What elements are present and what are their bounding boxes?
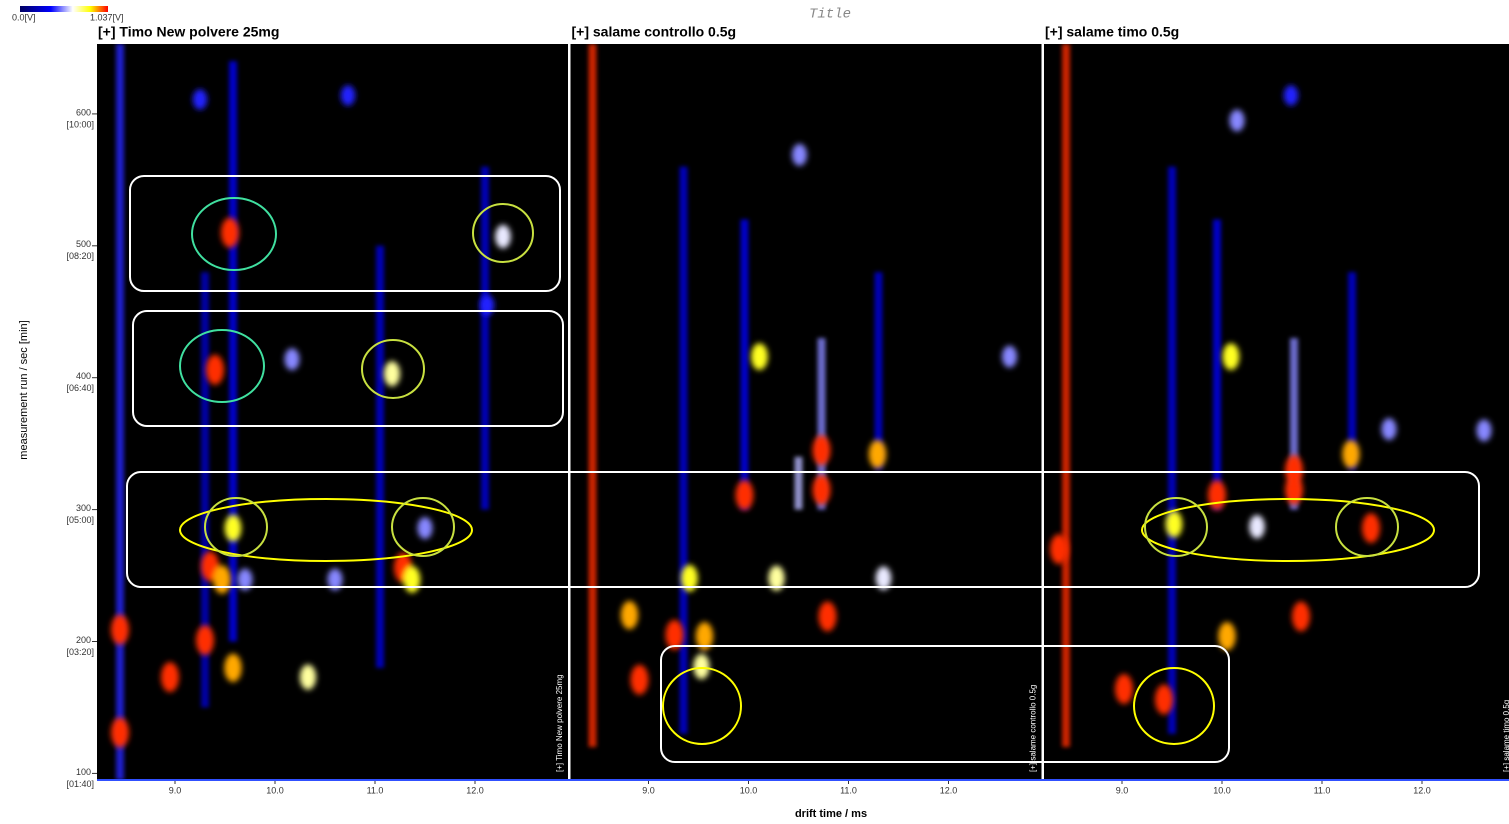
y-tick-label: 400 [76,371,91,381]
spot [111,718,129,748]
spot [1050,534,1068,564]
spot [1223,343,1240,370]
y-tick-time: [05:00] [66,515,94,525]
spot [813,435,831,465]
spot [621,601,638,629]
spot [225,515,242,542]
spot [341,85,355,105]
spot [693,654,709,679]
y-tick-label: 100 [76,767,91,777]
streak [1168,167,1176,734]
spot [196,625,214,655]
chart: Title drift time / ms measurement run / … [0,0,1509,824]
x-tick-label: 10.0 [1213,785,1231,795]
colorbar [20,6,108,12]
spot [1115,674,1133,704]
spot [1362,513,1380,543]
streak [589,44,597,747]
panel-side-label: [+] Timo New polvere 25mg [555,674,564,772]
spot [1477,419,1492,441]
spot [1249,515,1265,539]
streak [680,167,688,734]
spot [285,348,300,370]
panel-title: [+] salame timo 0.5g [1045,24,1179,40]
spot [300,665,316,690]
spot [813,475,831,505]
x-tick-label: 10.0 [740,785,758,795]
x-tick-label: 11.0 [367,785,384,795]
y-tick-label: 300 [76,503,91,513]
x-tick-label: 9.0 [642,785,655,795]
spot [418,517,433,539]
x-tick-label: 9.0 [1116,785,1129,795]
spot [221,218,239,248]
y-tick-label: 200 [76,635,91,645]
spot [1208,480,1226,510]
spot [1155,685,1173,715]
y-tick-time: [10:00] [66,119,94,129]
x-tick-label: 11.0 [840,785,857,795]
streak [1062,44,1070,747]
spot [1382,418,1397,440]
panels: [+] Timo New polvere 25mg [+] Timo New po… [66,24,1509,796]
y-tick-time: [03:20] [66,647,94,657]
streak [795,457,803,510]
spot [751,343,768,370]
colorbar-label: 0.0[V] [12,12,36,22]
panel-side-label: [+] salame controllo 0.5g [1029,685,1038,772]
streak [741,219,749,509]
x-axis-label: drift time / ms [795,808,867,820]
y-axis-label: measurement run / sec [min] [18,320,30,459]
y-tick-label: 600 [76,107,91,117]
spot [1002,346,1017,368]
plot-area [1044,44,1509,780]
x-tick-label: 12.0 [1413,785,1431,795]
x-tick-label: 9.0 [169,785,182,795]
y-tick-time: [01:40] [66,779,94,789]
panel-title: [+] Timo New polvere 25mg [98,24,279,40]
spot [1230,110,1245,132]
spot [1342,440,1359,468]
x-tick-label: 12.0 [940,785,958,795]
panel-title: [+] salame controllo 0.5g [572,24,737,40]
spot [1285,475,1303,505]
streak [116,44,124,780]
spot [819,601,837,631]
spot [792,144,807,166]
streak [1213,219,1221,509]
spot [631,665,649,695]
spot [404,566,421,593]
x-tick-label: 12.0 [466,785,484,795]
panel-side-label: [+] salame timo 0.5g [1502,700,1509,772]
spot [111,615,129,645]
spot [495,225,511,249]
x-tick-label: 10.0 [266,785,284,795]
y-tick-label: 500 [76,239,91,249]
spot [1292,601,1310,631]
streak [481,167,489,510]
spot [736,480,754,510]
spot [206,355,224,385]
spot [869,440,886,468]
y-tick-time: [06:40] [66,383,94,393]
spot [224,654,241,682]
spot [193,89,207,109]
x-tick-label: 11.0 [1314,785,1331,795]
spot [480,295,494,315]
spot [1166,511,1183,538]
spot [384,361,400,386]
spot [213,565,230,593]
chart-title: Title [809,7,851,23]
colorbar-label: 1.037[V] [90,12,124,22]
spot [1284,85,1298,105]
spot [161,662,179,692]
streak [376,246,384,668]
y-tick-time: [08:20] [66,251,94,261]
